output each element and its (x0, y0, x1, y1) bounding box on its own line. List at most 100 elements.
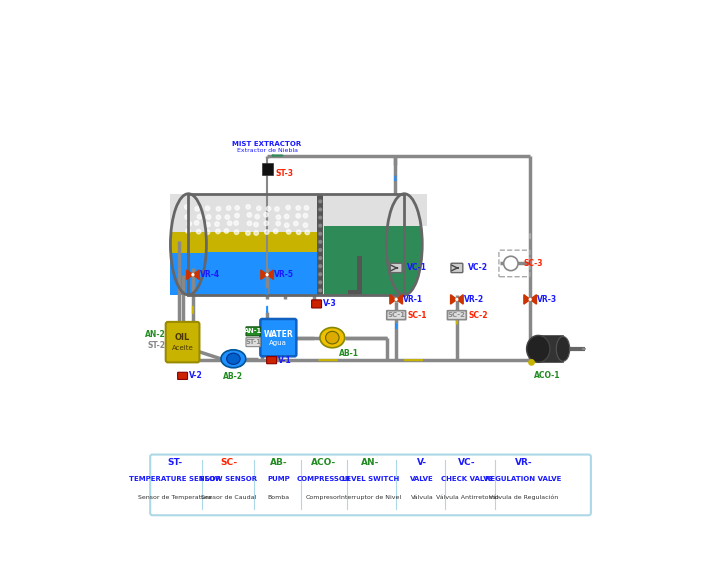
Text: Agua: Agua (270, 340, 287, 346)
Bar (382, 194, 427, 226)
Text: AB-2: AB-2 (223, 372, 244, 381)
Circle shape (194, 221, 199, 225)
Bar (171, 194, 211, 232)
Circle shape (319, 232, 322, 235)
Text: VR-3: VR-3 (537, 295, 557, 304)
Text: LEVEL SWITCH: LEVEL SWITCH (342, 477, 399, 482)
Circle shape (304, 206, 309, 210)
Circle shape (234, 230, 239, 234)
FancyBboxPatch shape (189, 194, 404, 295)
Circle shape (296, 206, 301, 210)
Text: SC-: SC- (221, 458, 237, 467)
Circle shape (205, 230, 210, 234)
Text: V-: V- (417, 458, 427, 467)
Text: MIST EXTRACTOR: MIST EXTRACTOR (233, 141, 301, 147)
Circle shape (215, 222, 219, 227)
Circle shape (266, 207, 271, 211)
FancyBboxPatch shape (246, 327, 260, 336)
Bar (324, 226, 404, 295)
Circle shape (246, 204, 250, 209)
Circle shape (226, 206, 231, 210)
Text: REGULATION VALVE: REGULATION VALVE (485, 477, 562, 482)
Polygon shape (457, 295, 463, 304)
Circle shape (197, 230, 201, 234)
Ellipse shape (386, 194, 422, 295)
FancyBboxPatch shape (150, 454, 591, 515)
Circle shape (273, 229, 278, 234)
Ellipse shape (171, 194, 206, 295)
Text: Aceite: Aceite (171, 345, 194, 350)
Text: Extractor de Niebla: Extractor de Niebla (236, 148, 298, 153)
Circle shape (197, 214, 202, 219)
Circle shape (319, 208, 322, 211)
FancyBboxPatch shape (451, 263, 463, 273)
Circle shape (284, 223, 289, 228)
Text: VR-5: VR-5 (274, 270, 294, 279)
Polygon shape (187, 270, 193, 279)
Circle shape (255, 214, 260, 219)
Circle shape (234, 221, 239, 225)
Circle shape (276, 215, 281, 220)
Circle shape (319, 273, 322, 276)
Circle shape (284, 214, 289, 219)
Circle shape (319, 241, 322, 243)
Text: VR-1: VR-1 (403, 295, 424, 304)
Polygon shape (450, 295, 457, 304)
Ellipse shape (526, 335, 550, 362)
Circle shape (186, 229, 190, 233)
Polygon shape (530, 295, 536, 304)
Circle shape (319, 289, 322, 292)
Text: CHECK VALVE: CHECK VALVE (441, 477, 493, 482)
Text: Bomba: Bomba (268, 495, 289, 500)
FancyBboxPatch shape (390, 263, 402, 273)
Polygon shape (267, 270, 273, 279)
Circle shape (225, 215, 229, 220)
Text: SC-2: SC-2 (468, 311, 487, 319)
Bar (317, 194, 323, 295)
Text: COMPRESSOR: COMPRESSOR (296, 477, 351, 482)
Text: SC-1: SC-1 (408, 311, 427, 319)
Text: V-1: V-1 (278, 356, 292, 364)
Text: Válvula: Válvula (411, 495, 434, 500)
Text: VR-2: VR-2 (464, 295, 484, 304)
Text: V-3: V-3 (323, 300, 337, 308)
Ellipse shape (386, 194, 422, 295)
Text: Sensor de Caudal: Sensor de Caudal (201, 495, 257, 500)
Text: VR-4: VR-4 (200, 270, 221, 279)
Circle shape (206, 223, 210, 227)
Circle shape (456, 298, 458, 300)
Text: ST-3: ST-3 (275, 169, 294, 178)
Text: AB-: AB- (270, 458, 287, 467)
Text: SC-1: SC-1 (388, 312, 405, 318)
Circle shape (205, 206, 210, 210)
Text: ACO-: ACO- (311, 458, 336, 467)
Text: Compresor: Compresor (306, 495, 341, 500)
Bar (356, 256, 362, 295)
Circle shape (187, 221, 192, 226)
Text: V-2: V-2 (189, 371, 203, 380)
Text: SC-2: SC-2 (448, 312, 466, 318)
Circle shape (529, 298, 531, 300)
Circle shape (319, 249, 322, 251)
Polygon shape (193, 270, 200, 279)
Circle shape (296, 214, 301, 218)
Circle shape (319, 224, 322, 227)
Text: ACO-1: ACO-1 (534, 371, 560, 380)
Text: TEMPERATURE SENSOR: TEMPERATURE SENSOR (129, 477, 221, 482)
Polygon shape (261, 270, 267, 279)
Text: AN-1: AN-1 (244, 328, 262, 335)
Text: FLOW SENSOR: FLOW SENSOR (200, 477, 257, 482)
Text: Sensor de Temperatura: Sensor de Temperatura (138, 495, 212, 500)
FancyBboxPatch shape (166, 322, 200, 362)
Circle shape (286, 206, 291, 210)
Circle shape (224, 229, 228, 233)
Circle shape (294, 221, 298, 226)
FancyBboxPatch shape (312, 300, 322, 308)
Circle shape (228, 221, 232, 225)
Circle shape (246, 231, 250, 235)
Ellipse shape (325, 331, 339, 344)
Text: PUMP: PUMP (267, 477, 290, 482)
Ellipse shape (221, 350, 246, 368)
Circle shape (216, 207, 221, 211)
FancyBboxPatch shape (178, 372, 187, 380)
